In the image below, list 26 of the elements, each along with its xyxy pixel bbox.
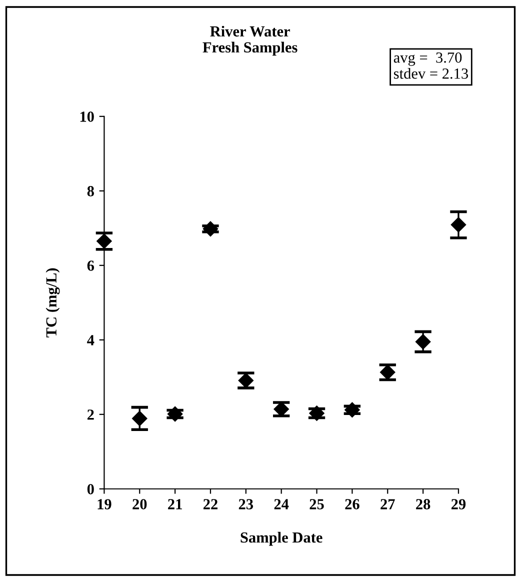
x-tick-label: 28: [416, 499, 430, 510]
x-axis-title: Sample Date: [240, 532, 322, 546]
point: [167, 406, 183, 422]
y-axis-title: TC (mg/L): [46, 268, 60, 338]
point: [132, 410, 148, 426]
y-tick-label: 0: [87, 484, 94, 494]
point: [415, 334, 431, 350]
y-tick-label: 8: [87, 186, 94, 196]
x-tick-label: 20: [132, 499, 147, 510]
y-tick-label: 6: [87, 260, 94, 271]
x-tick-label: 19: [98, 499, 112, 510]
y-tick-label: 2: [87, 410, 94, 420]
x-tick-label: 23: [238, 499, 254, 510]
chart-title: River Water Fresh Samples: [202, 26, 298, 56]
y-tick-label: 4: [87, 335, 94, 346]
y-tick-label: 10: [80, 112, 94, 122]
text: avg = 3.70 stdev = 2.13: [394, 52, 468, 79]
point: [450, 217, 466, 232]
x-tick-label: 26: [345, 499, 360, 510]
point: [202, 221, 218, 236]
x-tick-label: 22: [203, 499, 218, 510]
x-tick-label: 29: [451, 499, 466, 510]
x-tick-label: 21: [168, 499, 182, 510]
x-tick-label: 25: [310, 499, 324, 510]
x-tick-label: 27: [380, 499, 395, 510]
x-tick-label: 24: [274, 499, 289, 510]
